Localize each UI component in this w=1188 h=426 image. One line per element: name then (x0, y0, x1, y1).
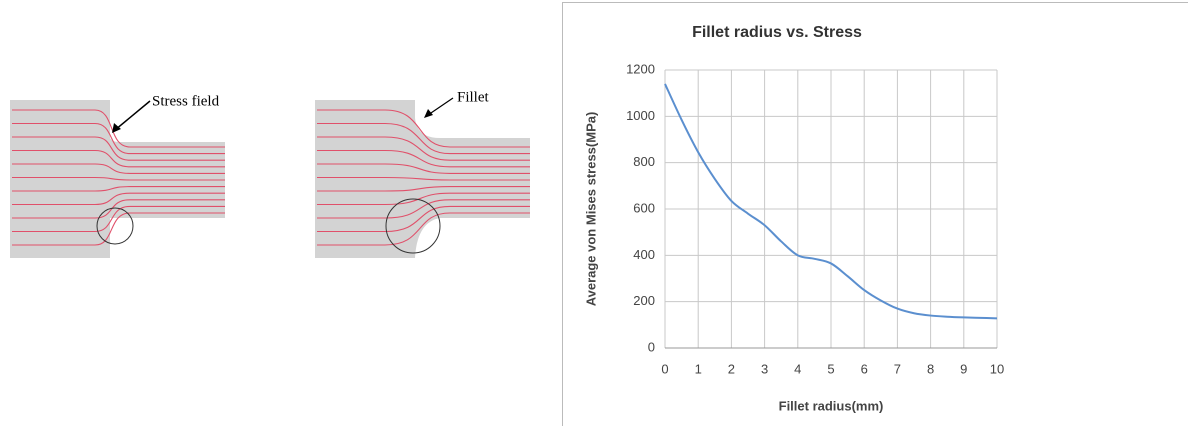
x-axis-label: Fillet radius(mm) (779, 398, 884, 413)
y-tick-label: 600 (633, 200, 655, 215)
label: Stress field (152, 93, 220, 109)
y-axis-label: Average von Mises stress(MPa) (583, 112, 598, 307)
x-tick-label: 1 (695, 361, 702, 376)
chart-title: Fillet radius vs. Stress (692, 24, 862, 41)
stress-circle (96, 207, 134, 245)
data-line (664, 83, 998, 320)
y-tick-label: 200 (633, 293, 655, 308)
label: Fillet (457, 89, 490, 105)
y-tick-label: 1200 (626, 61, 655, 76)
fillet-diagram: Stress field Fillet (10, 89, 530, 258)
flow-line (12, 149, 225, 168)
x-tick-label: 3 (761, 361, 768, 376)
flow-line (317, 186, 530, 192)
flow-line (317, 176, 530, 181)
flow-line (317, 199, 530, 219)
x-tick-label: 8 (927, 361, 934, 376)
flow-line (12, 192, 225, 206)
flow-line (317, 192, 530, 206)
flow-line (12, 199, 225, 219)
flow-line (12, 186, 225, 192)
flow-line (317, 149, 530, 168)
x-tick-label: 0 (661, 361, 668, 376)
y-tick-label: 800 (633, 154, 655, 169)
flow-line (317, 205, 530, 233)
flow-line (12, 122, 225, 155)
chart: Fillet radius vs. Stress Fillet radius(m… (562, 2, 1188, 426)
flow-line (12, 205, 225, 233)
flow-line (317, 163, 530, 174)
y-tick-label: 400 (633, 247, 655, 262)
x-tick-label: 10 (990, 361, 1004, 376)
x-tick-label: 6 (861, 361, 868, 376)
flow-line (317, 122, 530, 155)
flow-line (12, 136, 225, 161)
y-tick-label: 1000 (626, 108, 655, 123)
arrowhead (424, 109, 433, 118)
flow-line (317, 109, 530, 148)
arrowhead (112, 123, 121, 133)
x-tick-label: 7 (894, 361, 901, 376)
arrow (114, 100, 151, 131)
x-tick-label: 4 (794, 361, 801, 376)
flow-line (317, 212, 530, 246)
flow-line (12, 109, 225, 148)
flow-line (317, 136, 530, 161)
x-tick-label: 5 (827, 361, 834, 376)
flow-line (12, 176, 225, 181)
y-tick-label: 0 (648, 339, 655, 354)
fillet-circle (385, 198, 441, 254)
x-tick-label: 2 (728, 361, 735, 376)
flow-line (12, 212, 225, 246)
flow-line (12, 163, 225, 174)
x-tick-label: 9 (960, 361, 967, 376)
arrow (427, 97, 454, 116)
